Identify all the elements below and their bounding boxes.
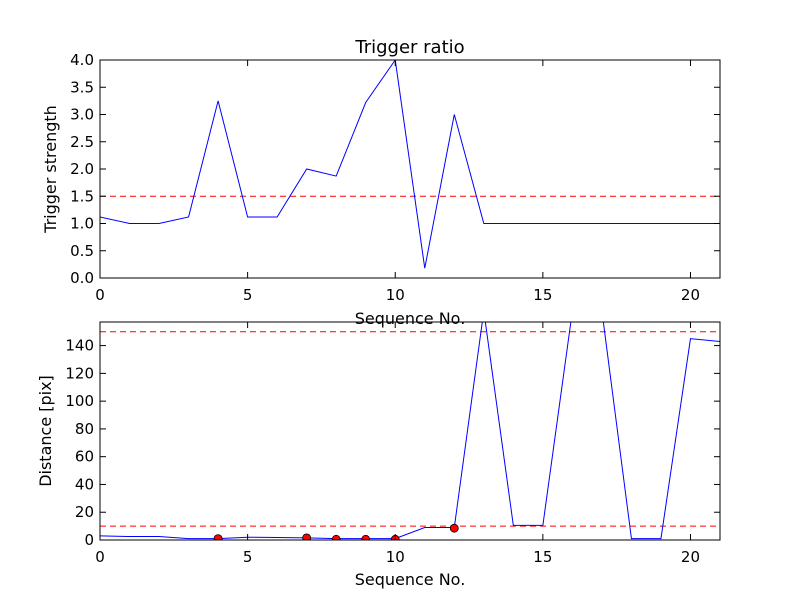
y-tick-label: 2.0 (70, 160, 94, 178)
data-point-marker (331, 534, 341, 540)
x-tick-label: 20 (681, 286, 700, 304)
y-tick-label: 60 (75, 448, 94, 466)
x-tick-label: 0 (95, 548, 105, 566)
axis-ticks: 0 5 10 15 20 0.0 0.5 1.0 1.5 2.0 2.5 3.0 3.5 4.0 (70, 51, 720, 304)
y-tick-label: 0.5 (70, 242, 94, 260)
series-line-0 (100, 60, 720, 269)
y-tick-label: 100 (65, 392, 94, 410)
x-tick-label: 10 (386, 286, 405, 304)
data-point-marker (449, 523, 459, 533)
x-tick-label: 10 (386, 548, 405, 566)
x-axis-label: Sequence No. (355, 309, 466, 328)
y-tick-label: 120 (65, 364, 94, 382)
y-tick-label: 20 (75, 503, 94, 521)
y-tick-label: 1.0 (70, 215, 94, 233)
y-tick-label: 4.0 (70, 51, 94, 69)
y-axis-label: Distance [pix] (36, 375, 55, 487)
x-axis-label: Sequence No. (355, 570, 466, 589)
data-point-marker (302, 533, 312, 540)
y-tick-label: 40 (75, 475, 94, 493)
chart-title: Trigger ratio (354, 37, 464, 58)
y-tick-label: 140 (65, 337, 94, 355)
y-tick-label: 2.5 (70, 133, 94, 151)
y-tick-label: 80 (75, 420, 94, 438)
axis-ticks: 0 5 10 15 20 0 20 40 60 80 100 120 140 (65, 322, 720, 566)
y-tick-label: 1.5 (70, 187, 94, 205)
y-tick-label: 0.0 (70, 269, 94, 287)
y-axis-label: Trigger strength (41, 105, 60, 234)
plot-area (100, 60, 720, 269)
x-tick-label: 5 (243, 286, 253, 304)
x-tick-label: 20 (681, 548, 700, 566)
trigger-ratio-chart: Trigger ratio 0 5 10 15 20 0.0 0.5 1.0 1.5 2.0 2.5… (41, 37, 721, 328)
y-tick-label: 3.0 (70, 106, 94, 124)
y-tick-label: 3.5 (70, 78, 94, 96)
x-tick-label: 5 (243, 548, 253, 566)
x-tick-label: 0 (95, 286, 105, 304)
data-point-marker (213, 534, 223, 540)
data-point-marker (361, 534, 371, 540)
axes-frame (99, 321, 721, 541)
x-tick-label: 15 (533, 286, 552, 304)
plot-area (100, 322, 720, 540)
x-tick-label: 15 (533, 548, 552, 566)
y-tick-label: 0 (84, 531, 94, 549)
series-line-0 (100, 322, 720, 540)
